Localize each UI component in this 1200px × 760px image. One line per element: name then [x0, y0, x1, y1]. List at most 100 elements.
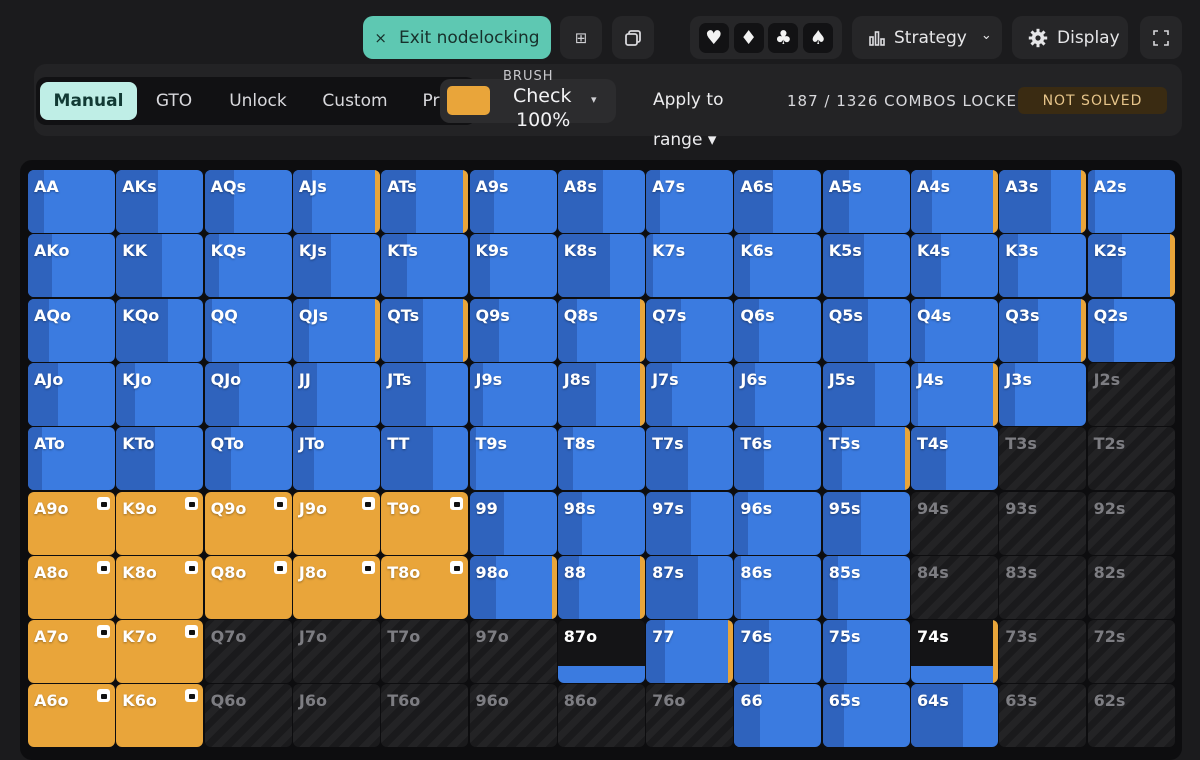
tab-manual[interactable]: Manual [40, 82, 137, 120]
hand-cell-98o[interactable]: 98o [469, 555, 557, 619]
hand-cell-77[interactable]: 77 [646, 620, 734, 684]
chevron-down-icon[interactable]: ▾ [591, 93, 597, 106]
hand-cell-KQo[interactable]: KQo [116, 298, 204, 362]
hand-cell-KK[interactable]: KK [116, 234, 204, 298]
hand-cell-83s[interactable]: 83s [999, 555, 1087, 619]
heart-suit-button[interactable]: ♥ [698, 22, 729, 53]
hand-cell-93s[interactable]: 93s [999, 491, 1087, 555]
hand-cell-88[interactable]: 88 [557, 555, 645, 619]
hand-cell-K3s[interactable]: K3s [999, 234, 1087, 298]
hand-cell-JTs[interactable]: JTs [381, 362, 469, 426]
hand-cell-T4s[interactable]: T4s [911, 427, 998, 491]
apply-to-range-dropdown[interactable]: range ▾ [653, 130, 717, 150]
hand-cell-95s[interactable]: 95s [822, 491, 910, 555]
hand-cell-Q8o[interactable]: Q8o [204, 555, 292, 619]
hand-cell-66[interactable]: 66 [734, 684, 822, 748]
hand-cell-T9o[interactable]: T9o [381, 491, 469, 555]
hand-cell-Q6o[interactable]: Q6o [204, 684, 292, 748]
hand-cell-Q8s[interactable]: Q8s [557, 298, 645, 362]
hand-cell-K2s[interactable]: K2s [1087, 234, 1175, 298]
hand-cell-KTs[interactable]: KTs [381, 234, 469, 298]
exit-nodelocking-button[interactable]: × Exit nodelocking [363, 16, 551, 59]
hand-cell-65s[interactable]: 65s [822, 684, 910, 748]
hand-cell-K4s[interactable]: K4s [911, 234, 998, 298]
hand-cell-KJs[interactable]: KJs [292, 234, 380, 298]
hand-cell-Q3s[interactable]: Q3s [999, 298, 1087, 362]
hand-cell-64s[interactable]: 64s [911, 684, 998, 748]
hand-cell-74s[interactable]: 74s [911, 620, 998, 684]
hand-cell-T6s[interactable]: T6s [734, 427, 822, 491]
hand-cell-Q7s[interactable]: Q7s [646, 298, 734, 362]
hand-cell-KQs[interactable]: KQs [204, 234, 292, 298]
hand-cell-K8o[interactable]: K8o [116, 555, 204, 619]
hand-cell-K9s[interactable]: K9s [469, 234, 557, 298]
hand-cell-T5s[interactable]: T5s [822, 427, 910, 491]
hand-cell-A7s[interactable]: A7s [646, 170, 734, 233]
hand-cell-K5s[interactable]: K5s [822, 234, 910, 298]
copy-button[interactable] [612, 16, 654, 59]
hand-cell-A6s[interactable]: A6s [734, 170, 822, 233]
hand-cell-J7o[interactable]: J7o [292, 620, 380, 684]
hand-cell-J7s[interactable]: J7s [646, 362, 734, 426]
hand-cell-K7s[interactable]: K7s [646, 234, 734, 298]
tab-pr[interactable]: Pr [422, 91, 440, 111]
hand-cell-84s[interactable]: 84s [911, 555, 998, 619]
tab-gto[interactable]: GTO [155, 91, 193, 111]
hand-cell-73s[interactable]: 73s [999, 620, 1087, 684]
hand-cell-K8s[interactable]: K8s [557, 234, 645, 298]
hand-cell-A9s[interactable]: A9s [469, 170, 557, 233]
hand-cell-86o[interactable]: 86o [557, 684, 645, 748]
hand-cell-87s[interactable]: 87s [646, 555, 734, 619]
hand-cell-J3s[interactable]: J3s [999, 362, 1087, 426]
hand-cell-99[interactable]: 99 [469, 491, 557, 555]
hand-cell-J5s[interactable]: J5s [822, 362, 910, 426]
hand-cell-76s[interactable]: 76s [734, 620, 822, 684]
hand-cell-Q9o[interactable]: Q9o [204, 491, 292, 555]
tab-custom[interactable]: Custom [322, 91, 388, 111]
hand-cell-92s[interactable]: 92s [1087, 491, 1175, 555]
hand-cell-AQs[interactable]: AQs [204, 170, 292, 233]
hand-cell-75s[interactable]: 75s [822, 620, 910, 684]
hand-cell-96s[interactable]: 96s [734, 491, 822, 555]
hand-cell-94s[interactable]: 94s [911, 491, 998, 555]
hand-cell-J6o[interactable]: J6o [292, 684, 380, 748]
hand-cell-A6o[interactable]: A6o [28, 684, 115, 748]
hand-cell-QTs[interactable]: QTs [381, 298, 469, 362]
hand-cell-AQo[interactable]: AQo [28, 298, 115, 362]
hand-cell-AJs[interactable]: AJs [292, 170, 380, 233]
hand-cell-86s[interactable]: 86s [734, 555, 822, 619]
hand-cell-QTo[interactable]: QTo [204, 427, 292, 491]
hand-cell-QJo[interactable]: QJo [204, 362, 292, 426]
hand-cell-KTo[interactable]: KTo [116, 427, 204, 491]
hand-cell-82s[interactable]: 82s [1087, 555, 1175, 619]
hand-cell-A3s[interactable]: A3s [999, 170, 1087, 233]
hand-cell-K6o[interactable]: K6o [116, 684, 204, 748]
hand-cell-ATs[interactable]: ATs [381, 170, 469, 233]
hand-cell-T2s[interactable]: T2s [1087, 427, 1175, 491]
spade-suit-button[interactable]: ♠ [803, 22, 834, 53]
hand-cell-K9o[interactable]: K9o [116, 491, 204, 555]
hand-cell-96o[interactable]: 96o [469, 684, 557, 748]
apply-to-label[interactable]: Apply to [653, 90, 724, 110]
hand-cell-97s[interactable]: 97s [646, 491, 734, 555]
hand-cell-J8o[interactable]: J8o [292, 555, 380, 619]
club-suit-button[interactable]: ♣ [768, 22, 799, 53]
hand-cell-T8s[interactable]: T8s [557, 427, 645, 491]
hand-cell-J6s[interactable]: J6s [734, 362, 822, 426]
hand-cell-T6o[interactable]: T6o [381, 684, 469, 748]
diamond-suit-button[interactable]: ♦ [733, 22, 764, 53]
hand-cell-K6s[interactable]: K6s [734, 234, 822, 298]
hand-cell-Q6s[interactable]: Q6s [734, 298, 822, 362]
hand-cell-JJ[interactable]: JJ [292, 362, 380, 426]
grid-view-button[interactable]: ⊞ [560, 16, 602, 59]
hand-cell-72s[interactable]: 72s [1087, 620, 1175, 684]
hand-cell-AKs[interactable]: AKs [116, 170, 204, 233]
hand-cell-Q7o[interactable]: Q7o [204, 620, 292, 684]
hand-cell-TT[interactable]: TT [381, 427, 469, 491]
hand-cell-K7o[interactable]: K7o [116, 620, 204, 684]
hand-cell-QJs[interactable]: QJs [292, 298, 380, 362]
hand-cell-Q2s[interactable]: Q2s [1087, 298, 1175, 362]
hand-cell-A5s[interactable]: A5s [822, 170, 910, 233]
hand-cell-T8o[interactable]: T8o [381, 555, 469, 619]
hand-cell-Q9s[interactable]: Q9s [469, 298, 557, 362]
